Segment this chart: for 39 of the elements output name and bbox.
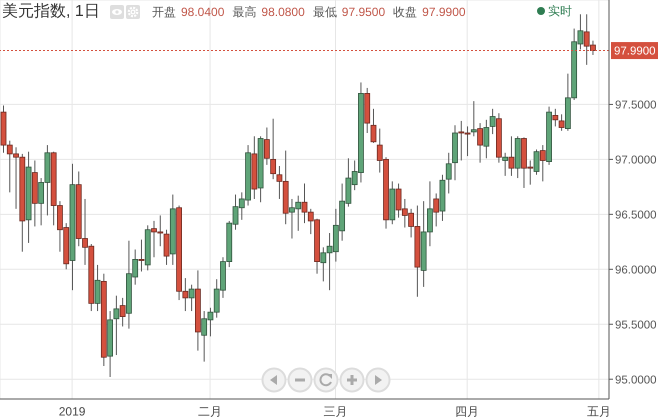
candlestick: [483, 119, 490, 159]
annotation: 最高 98.0800: [232, 5, 305, 19]
candlestick: [164, 229, 170, 266]
y-tick-label: 95.0000: [615, 374, 657, 386]
y-tick-label: 97.5000: [615, 100, 657, 112]
y-tick-label: 96.0000: [615, 264, 657, 276]
candlestick: [264, 127, 270, 166]
candlestick: [558, 114, 565, 132]
annotation: 收盘 97.9900: [393, 5, 466, 19]
candlestick: [508, 136, 514, 176]
candlestick: [470, 100, 477, 137]
x-tick-label: 五月: [586, 404, 611, 418]
ref-line-label: 97.9900: [614, 46, 656, 58]
candlestick: [534, 148, 540, 176]
x-tick-label: 三月: [323, 404, 348, 418]
candlestick: [94, 264, 100, 312]
x-tick-label: 四月: [455, 404, 480, 418]
x-tick-label: 2019: [58, 404, 86, 418]
candlestick: [477, 122, 483, 164]
x-tick-label: 二月: [198, 404, 222, 418]
candlestick: [370, 108, 376, 144]
candlestick: [540, 144, 546, 182]
candlestick: [552, 108, 558, 127]
candlestick: [113, 295, 120, 356]
y-tick-label: 96.5000: [615, 209, 657, 222]
chart-title: 美元指数, 1日: [2, 2, 100, 22]
candlestick: [490, 108, 496, 135]
candlestick: [502, 152, 508, 176]
candlestick: [138, 239, 144, 272]
candlestick: [433, 192, 440, 227]
y-tick-label: 97.0000: [615, 154, 657, 166]
annotation: 开盘 98.0400: [152, 5, 224, 19]
candlestick: [120, 297, 126, 327]
candlestick: [188, 284, 195, 312]
candlestick: [446, 152, 452, 194]
candlestick: [270, 118, 276, 180]
annotation: 最低 97.9500: [312, 5, 386, 19]
y-tick-label: 95.5000: [615, 319, 657, 332]
annotation: 实时: [548, 4, 572, 18]
